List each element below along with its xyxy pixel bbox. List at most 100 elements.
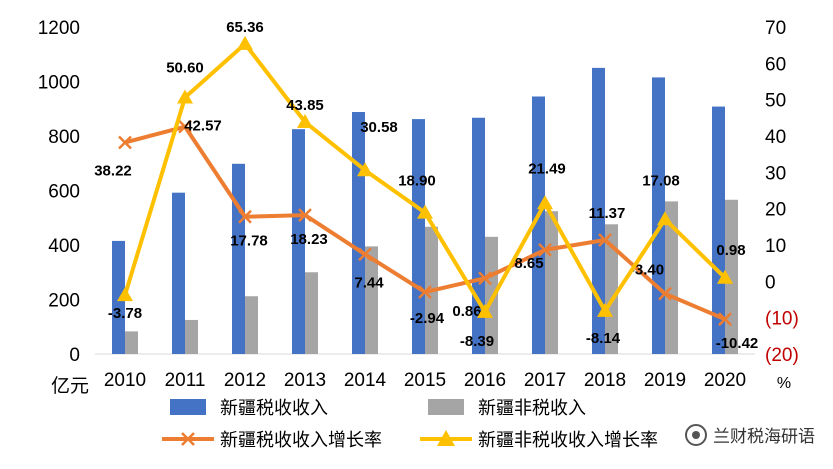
right-axis-tick-label: 20 bbox=[765, 200, 786, 221]
tax-growth-marker bbox=[658, 286, 672, 301]
bar-tax bbox=[592, 67, 605, 354]
left-axis-tick-label: 800 bbox=[48, 127, 80, 148]
right-axis-tick-label: 50 bbox=[765, 91, 786, 112]
nontax-growth-data-label: 17.08 bbox=[642, 172, 680, 189]
right-axis-tick-label: 60 bbox=[765, 54, 786, 75]
bar-nontax bbox=[185, 319, 198, 354]
nontax-growth-marker bbox=[717, 269, 733, 284]
tax-growth-marker bbox=[298, 208, 312, 222]
nontax-growth-marker bbox=[477, 303, 493, 318]
right-axis-tick-label: 0 bbox=[765, 272, 776, 293]
x-axis-tick-label: 2013 bbox=[284, 370, 326, 391]
left-axis-tick-label: 200 bbox=[48, 291, 80, 312]
bar-tax bbox=[172, 192, 185, 354]
legend-marker bbox=[437, 430, 455, 446]
tax-growth-data-label: 17.78 bbox=[230, 233, 268, 250]
x-axis-tick-label: 2014 bbox=[344, 370, 387, 391]
legend-label: 新疆非税收收入增长率 bbox=[478, 430, 658, 450]
x-axis-tick-label: 2016 bbox=[464, 370, 506, 391]
tax-growth-marker bbox=[718, 312, 732, 327]
watermark: 兰财税海研语 bbox=[685, 422, 815, 447]
x-axis-tick-label: 2012 bbox=[224, 370, 266, 391]
tax-growth-marker bbox=[598, 233, 612, 247]
bar-tax bbox=[232, 163, 245, 354]
bar-tax bbox=[292, 129, 305, 354]
nontax-growth-data-label: 0.98 bbox=[716, 242, 745, 259]
bar-nontax bbox=[125, 331, 138, 354]
left-axis-tick-label: 0 bbox=[69, 345, 80, 366]
left-axis-unit: 亿元 bbox=[51, 375, 89, 397]
legend-label: 新疆税收收入 bbox=[220, 398, 328, 418]
watermark-text: 兰财税海研语 bbox=[713, 427, 815, 446]
legend-swatch bbox=[170, 399, 206, 415]
bar-nontax bbox=[545, 211, 558, 354]
bar-tax bbox=[712, 106, 725, 354]
nontax-growth-data-label: 18.90 bbox=[398, 173, 436, 190]
bar-nontax bbox=[245, 296, 258, 354]
wechat-logo-icon bbox=[685, 423, 707, 446]
right-axis-tick-label: 40 bbox=[765, 127, 786, 148]
nontax-growth-data-label: 21.49 bbox=[528, 160, 566, 177]
bar-nontax bbox=[665, 201, 678, 354]
bar-tax bbox=[352, 112, 365, 355]
nontax-growth-data-label: 43.85 bbox=[286, 97, 324, 114]
left-axis-tick-label: 400 bbox=[48, 236, 80, 257]
tax-growth-data-label: 42.57 bbox=[184, 118, 222, 135]
tax-growth-marker bbox=[178, 119, 192, 134]
bar-nontax bbox=[605, 224, 618, 354]
nontax-growth-marker bbox=[297, 114, 313, 129]
tax-growth-marker bbox=[418, 285, 432, 299]
tax-growth-data-label: -2.94 bbox=[410, 310, 445, 327]
right-axis-tick-label: (20) bbox=[765, 345, 799, 366]
left-axis-tick-label: 600 bbox=[48, 182, 80, 203]
right-axis-tick-label: 30 bbox=[765, 163, 786, 184]
legend-marker bbox=[181, 432, 195, 446]
tax-growth-data-label: 8.65 bbox=[514, 255, 543, 272]
tax-growth-data-label: 18.23 bbox=[290, 231, 328, 248]
nontax-growth-marker bbox=[597, 302, 613, 317]
legend-swatch bbox=[428, 399, 464, 415]
tax-growth-marker bbox=[538, 243, 552, 257]
tax-growth-marker bbox=[118, 135, 132, 150]
left-axis-tick-label: 1000 bbox=[38, 73, 80, 94]
nontax-growth-data-label: 50.60 bbox=[166, 59, 204, 76]
right-axis-tick-label: 10 bbox=[765, 236, 786, 257]
nontax-growth-marker bbox=[657, 211, 673, 226]
bar-tax bbox=[112, 240, 125, 354]
right-axis-unit: % bbox=[777, 375, 791, 392]
nontax-growth-data-label: 65.36 bbox=[226, 19, 264, 36]
nontax-growth-marker bbox=[177, 89, 193, 104]
bar-tax bbox=[532, 96, 545, 355]
legend-label: 新疆非税收入 bbox=[478, 398, 586, 418]
tax-growth-data-label: -3.40 bbox=[630, 262, 664, 279]
x-axis-tick-label: 2011 bbox=[165, 370, 206, 391]
right-axis-tick-label: 70 bbox=[765, 18, 786, 39]
nontax-growth-data-label: -8.39 bbox=[460, 333, 494, 350]
nontax-growth-data-label: -8.14 bbox=[586, 330, 621, 347]
tax-growth-marker bbox=[478, 271, 492, 286]
nontax-growth-marker bbox=[117, 287, 133, 302]
nontax-growth-marker bbox=[417, 204, 433, 219]
left-axis-tick-label: 1200 bbox=[38, 18, 80, 39]
x-axis-tick-label: 2019 bbox=[644, 370, 686, 391]
x-axis-tick-label: 2010 bbox=[104, 370, 146, 391]
x-axis-tick-label: 2020 bbox=[704, 370, 746, 391]
tax-growth-marker bbox=[358, 247, 372, 262]
bar-nontax bbox=[305, 272, 318, 354]
x-axis-tick-label: 2017 bbox=[524, 370, 566, 391]
nontax-growth-data-label: -3.78 bbox=[108, 305, 142, 322]
tax-growth-data-label: 11.37 bbox=[589, 205, 626, 222]
tax-growth-marker bbox=[238, 209, 252, 224]
tax-growth-data-label: 38.22 bbox=[94, 162, 132, 179]
nontax-growth-data-label: 30.58 bbox=[360, 119, 398, 136]
nontax-growth-marker bbox=[237, 35, 253, 50]
bar-nontax bbox=[365, 246, 378, 354]
nontax-growth-marker bbox=[357, 162, 373, 177]
tax-growth-data-label: 7.44 bbox=[354, 274, 384, 291]
x-axis-tick-label: 2018 bbox=[584, 370, 626, 391]
right-axis-tick-label: (10) bbox=[765, 309, 799, 330]
legend-label: 新疆税收收入增长率 bbox=[220, 430, 382, 450]
tax-growth-data-label: 0.86 bbox=[452, 303, 481, 320]
